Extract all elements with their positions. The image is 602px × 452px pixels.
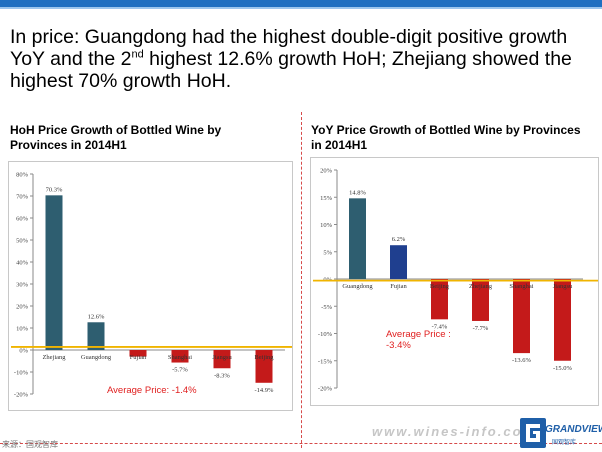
bar-shanghai	[171, 350, 189, 363]
hoh-chart-title: HoH Price Growth of Bottled Wine by Prov…	[10, 123, 222, 152]
y-tick-label: 40%	[16, 260, 29, 267]
source-note: 来源：国观智库	[2, 440, 58, 449]
yoy-chart-title: YoY Price Growth of Bottled Wine by Prov…	[311, 123, 581, 152]
category-label-shanghai: Shanghai	[168, 354, 192, 361]
logo-wordmark: GRANDVIEW	[545, 424, 602, 435]
yoy-chart: 20%15%10%5%0%-5%-10%-15%-20%14.8%Guangdo…	[313, 168, 598, 393]
bar-beijing	[255, 350, 273, 383]
category-label-guangdong: Guangdong	[81, 354, 112, 361]
category-label-fujian: Fujian	[130, 354, 147, 361]
y-tick-label: 20%	[16, 304, 29, 311]
yoy-chart-panel: 20%15%10%5%0%-5%-10%-15%-20%14.8%Guangdo…	[310, 157, 599, 406]
bar-beijing	[431, 279, 448, 320]
y-tick-label: 15%	[320, 195, 333, 202]
watermark-text: www.wines-info.com	[372, 424, 537, 439]
bar-jiangsu	[213, 350, 231, 369]
y-tick-label: -10%	[318, 331, 333, 338]
data-label-beijing: -7.4%	[432, 323, 448, 330]
category-label-fujian: Fujian	[390, 283, 407, 290]
category-label-jiangsu: Jiangsu	[553, 283, 573, 290]
bar-zhejiang	[45, 195, 63, 350]
y-tick-label: 80%	[16, 172, 29, 179]
bar-jiangsu	[554, 279, 571, 361]
data-label-jiangsu: -15.0%	[553, 365, 573, 372]
data-label-zhejiang: 70.3%	[46, 186, 63, 193]
bar-fujian	[390, 245, 407, 279]
bar-shanghai	[513, 279, 530, 354]
category-label-jiangsu: Jiangsu	[212, 354, 232, 361]
bar-zhejiang	[472, 279, 489, 321]
hoh-average-label: Average Price: -1.4%	[107, 385, 197, 396]
bar-guangdong	[87, 322, 105, 350]
category-label-beijing: Beijing	[254, 354, 274, 361]
category-label-zhejiang: Zhejiang	[469, 283, 493, 290]
data-label-shanghai: -5.7%	[172, 367, 188, 374]
y-tick-label: 10%	[320, 222, 333, 229]
headline-part1: In price: Guangdong had the highest doub…	[10, 26, 568, 70]
category-label-guangdong: Guangdong	[342, 283, 373, 290]
divider-vertical	[301, 112, 302, 448]
headline-part2: highest 12.6% growth HoH; Zhejiang showe…	[10, 48, 572, 92]
y-tick-label: -10%	[14, 370, 29, 377]
data-label-guangdong: 12.6%	[88, 313, 105, 320]
y-tick-label: 70%	[16, 194, 29, 201]
category-label-beijing: Beijing	[430, 283, 450, 290]
y-tick-label: -15%	[318, 358, 333, 365]
data-label-zhejiang: -7.7%	[473, 325, 489, 332]
hoh-chart: 80% 70% 60% 50% 40% 30% 20% 10% 0% -10% -20% 70.3% Z…	[11, 172, 292, 399]
grandview-logo	[520, 418, 546, 448]
y-tick-label: 0%	[19, 348, 28, 355]
top-accent-bar	[0, 0, 602, 7]
y-tick-label: 20%	[320, 168, 333, 175]
y-tick-label: 30%	[16, 282, 29, 289]
data-label-guangdong: 14.8%	[349, 189, 366, 196]
slide-headline: In price: Guangdong had the highest doub…	[10, 26, 595, 92]
y-tick-label: 10%	[16, 326, 29, 333]
y-tick-label: -5%	[321, 304, 332, 311]
logo-subtitle: 国观智库	[552, 440, 577, 446]
data-label-jiangsu: -8.3%	[214, 372, 230, 379]
data-label-beijing: -14.9%	[255, 387, 275, 394]
top-accent-line	[0, 7, 602, 9]
hoh-chart-panel: 80% 70% 60% 50% 40% 30% 20% 10% 0% -10% -20% 70.3% Z…	[8, 161, 293, 411]
y-tick-label: 5%	[323, 249, 332, 256]
y-tick-label: 60%	[16, 216, 29, 223]
category-label-zhejiang: Zhejiang	[42, 354, 66, 361]
y-tick-label: -20%	[318, 386, 333, 393]
data-label-fujian: 6.2%	[392, 236, 406, 243]
bar-fujian	[129, 350, 147, 357]
yoy-average-label: Average Price : -3.4%	[386, 329, 451, 351]
data-label-shanghai: -13.6%	[512, 357, 532, 364]
category-label-shanghai: Shanghai	[509, 283, 533, 290]
y-tick-label: -20%	[14, 392, 29, 399]
divider-horizontal	[0, 443, 602, 444]
headline-superscript: nd	[131, 48, 144, 61]
bar-guangdong	[349, 198, 366, 279]
y-tick-label: 50%	[16, 238, 29, 245]
